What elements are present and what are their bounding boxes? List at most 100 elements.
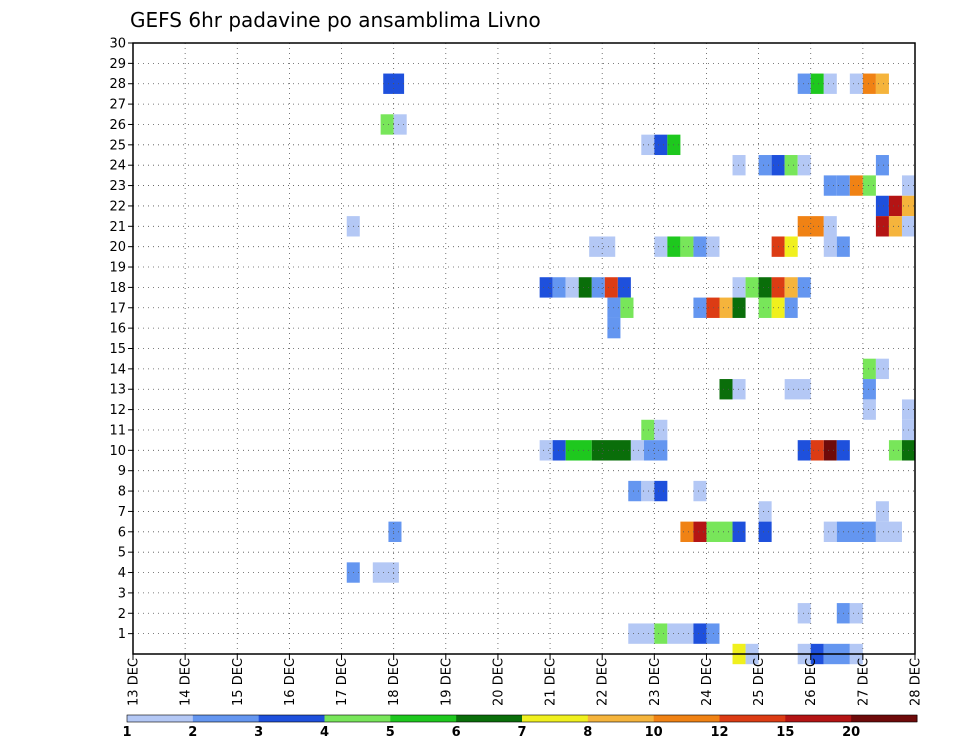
heatmap-cell <box>654 623 668 644</box>
y-tick-label: 17 <box>109 301 126 316</box>
heatmap-cell <box>552 440 566 461</box>
heatmap-cell <box>888 216 902 237</box>
legend-swatch <box>258 715 325 722</box>
legend-label: 4 <box>320 725 329 740</box>
y-tick-label: 1 <box>118 627 126 642</box>
heatmap-cell <box>732 277 746 298</box>
heatmap-cell <box>758 521 772 542</box>
heatmap-cell <box>849 603 863 624</box>
heatmap-cell <box>643 440 668 461</box>
heatmap-cell <box>823 440 837 461</box>
heatmap-cell <box>654 236 668 257</box>
y-axis: 1234567891011121314151617181920212223242… <box>109 37 133 642</box>
y-tick-label: 24 <box>109 159 126 174</box>
y-tick-label: 23 <box>109 179 126 194</box>
heatmap-cell <box>732 297 746 318</box>
heatmap-cell <box>641 419 655 441</box>
heatmap-cell <box>823 236 837 257</box>
heatmap-cell <box>875 155 889 176</box>
y-tick-label: 25 <box>109 138 126 153</box>
legend: 1 2 3 4 5 6 7 8 10 12 15 20 <box>122 714 918 740</box>
legend-label: 10 <box>645 725 663 740</box>
y-tick-label: 8 <box>118 485 126 500</box>
heatmap-cell <box>849 73 863 94</box>
heatmap-cell <box>784 236 798 257</box>
heatmap-cell <box>797 603 811 624</box>
heatmap-cell <box>719 297 733 318</box>
heatmap-cell <box>862 175 876 196</box>
legend-label: 3 <box>254 725 263 740</box>
legend-swatch <box>785 715 852 722</box>
y-tick-label: 2 <box>118 607 126 622</box>
heatmap-cell <box>758 297 772 318</box>
heatmap-cell <box>862 73 876 94</box>
heatmap-cell <box>578 277 592 298</box>
heatmap-cell <box>654 480 668 502</box>
heatmap-cell <box>758 277 772 298</box>
heatmap-cell <box>565 277 579 298</box>
heatmap-cell <box>589 236 616 257</box>
heatmap-cell <box>784 277 798 298</box>
legend-swatch <box>324 715 391 722</box>
heatmap-cell <box>654 134 668 156</box>
legend-frame <box>126 714 918 723</box>
heatmap-cell <box>797 440 811 461</box>
legend-swatch <box>653 715 720 722</box>
heatmap-cell <box>862 358 876 380</box>
heatmap-cell <box>380 114 394 135</box>
legend-swatch <box>851 715 918 722</box>
legend-label: 20 <box>842 725 860 740</box>
y-tick-label: 27 <box>109 98 126 113</box>
x-tick-label: 14 DEC <box>179 658 194 706</box>
legend-label: 7 <box>517 725 526 740</box>
heatmap-cell <box>719 379 733 400</box>
x-tick-label: 20 DEC <box>491 658 506 706</box>
y-tick-label: 30 <box>109 37 126 52</box>
y-tick-label: 16 <box>109 322 126 337</box>
heatmap-cell <box>706 297 720 318</box>
heatmap-cell <box>862 399 876 420</box>
heatmap-cell <box>552 277 566 298</box>
heatmap-cell <box>875 73 889 94</box>
heatmap-cell <box>875 358 889 380</box>
x-tick-label: 28 DEC <box>909 658 924 706</box>
heatmap-cell <box>784 297 798 318</box>
y-tick-label: 21 <box>109 220 126 235</box>
heatmap-cell <box>745 277 759 298</box>
grid-lines <box>133 43 915 654</box>
heatmap-cell <box>693 623 707 644</box>
heatmap-cell <box>539 440 553 461</box>
heatmap-cell <box>693 521 707 542</box>
heatmap-cell <box>732 521 746 542</box>
x-tick-label: 15 DEC <box>231 658 246 706</box>
heatmap-cell <box>875 216 889 237</box>
x-tick-label: 22 DEC <box>596 658 611 706</box>
x-tick-label: 23 DEC <box>648 658 663 706</box>
heatmap-cell <box>693 297 707 318</box>
y-tick-label: 4 <box>118 566 126 581</box>
y-tick-label: 5 <box>118 546 126 561</box>
y-tick-label: 19 <box>109 261 126 276</box>
y-tick-label: 18 <box>109 281 126 296</box>
heatmap-cell <box>393 114 407 135</box>
legend-swatch <box>719 715 786 722</box>
heatmap-cell <box>810 440 824 461</box>
heatmap-cell <box>372 562 399 583</box>
chart-title: GEFS 6hr padavine po ansamblima Livno <box>130 8 541 32</box>
y-tick-label: 14 <box>109 362 126 377</box>
legend-label: 15 <box>776 725 794 740</box>
heatmap-cell <box>388 521 402 542</box>
heatmap-cell <box>693 480 707 502</box>
heatmap-cell <box>797 216 824 237</box>
heatmap-cell <box>591 440 631 461</box>
heatmap-cell <box>823 175 837 196</box>
heatmap-cell <box>706 236 720 257</box>
legend-label: 5 <box>386 725 395 740</box>
x-tick-label: 13 DEC <box>127 658 142 706</box>
y-tick-label: 28 <box>109 77 126 92</box>
heatmap-cell <box>823 521 837 542</box>
legend-label: 8 <box>583 725 592 740</box>
heatmap-cells <box>346 73 915 665</box>
heatmap-cell <box>875 501 889 522</box>
